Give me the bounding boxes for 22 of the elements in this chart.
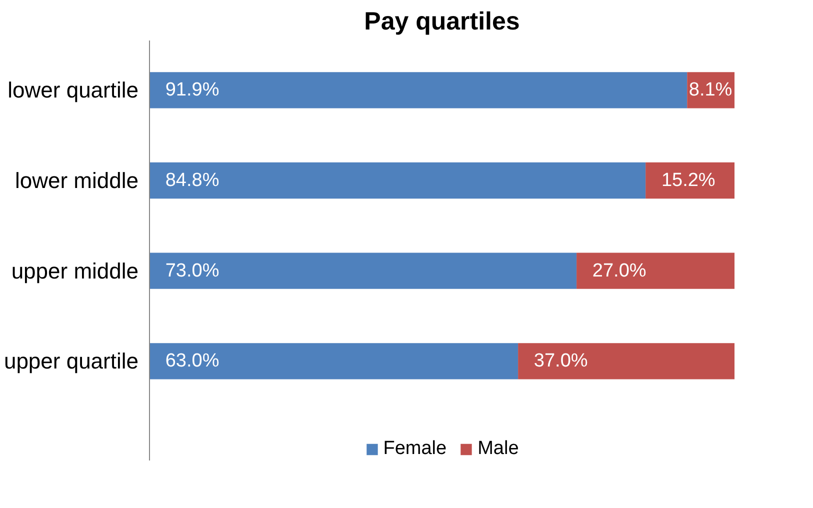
data-label: 84.8% (165, 170, 220, 191)
data-label: 73.0% (165, 260, 220, 282)
bar (150, 252, 577, 289)
data-label: 37.0% (534, 350, 588, 372)
bar (150, 72, 688, 108)
bar (150, 162, 646, 199)
bar (518, 343, 734, 380)
chart-title: Pay quartiles (364, 8, 520, 36)
bar (150, 343, 518, 380)
legend-label: Male (478, 438, 519, 460)
bar (576, 252, 734, 289)
y-tick-label: lower middle (15, 168, 139, 193)
y-tick-label: upper quartile (4, 348, 139, 374)
bar (646, 162, 734, 199)
data-label: 15.2% (661, 170, 716, 191)
y-tick-label: lower quartile (8, 78, 139, 103)
data-label: 63.0% (165, 350, 220, 372)
data-label: 91.9% (165, 80, 220, 101)
legend-label: Female (383, 438, 447, 460)
y-tick-label: upper middle (11, 258, 138, 284)
data-label: 8.1% (688, 80, 732, 101)
data-label: 27.0% (592, 260, 646, 282)
